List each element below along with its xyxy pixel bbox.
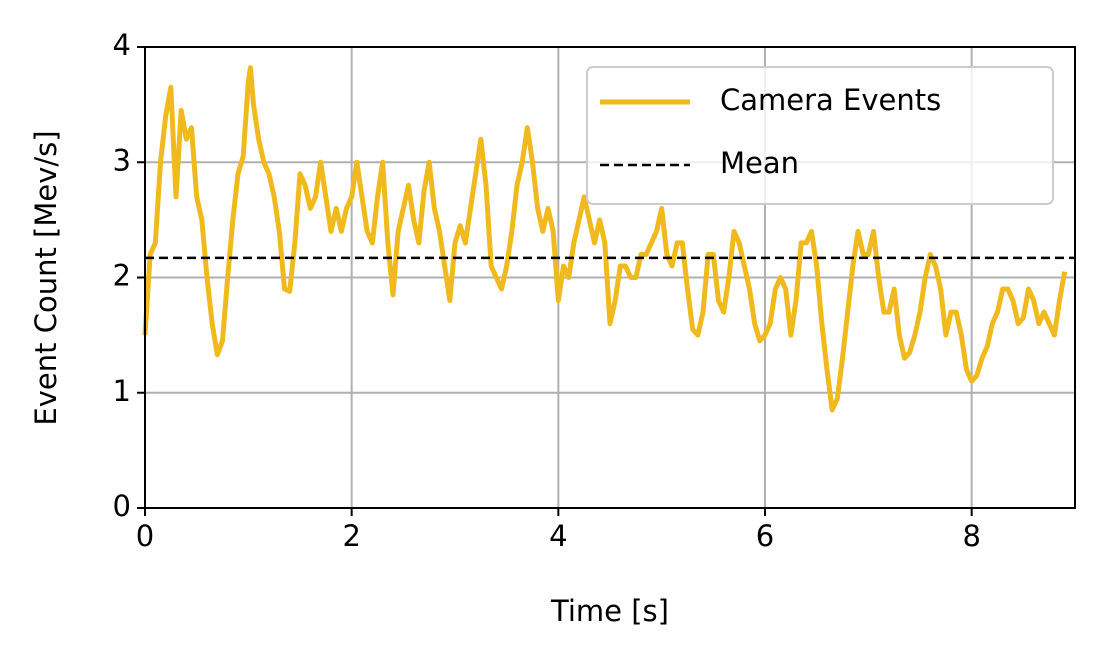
x-tick-label: 2 xyxy=(342,519,360,553)
x-tick-label: 6 xyxy=(756,519,774,553)
x-tick-label: 0 xyxy=(136,519,154,553)
data-line xyxy=(142,65,1068,413)
y-tick-label: 3 xyxy=(113,143,131,177)
legend-label: Camera Events xyxy=(720,83,941,117)
legend-box xyxy=(586,66,1054,205)
y-tick-label: 4 xyxy=(113,28,131,62)
y-tick-label: 0 xyxy=(113,489,131,523)
x-tick-label: 8 xyxy=(962,519,980,553)
x-axis-label: Time [s] xyxy=(550,594,669,628)
y-axis-label: Event Count [Mev/s] xyxy=(29,130,63,425)
legend-label: Mean xyxy=(720,146,799,180)
y-tick-label: 1 xyxy=(113,374,131,408)
plot-frame xyxy=(144,46,1076,509)
y-tick-label: 2 xyxy=(113,259,131,293)
x-tick-label: 4 xyxy=(549,519,567,553)
